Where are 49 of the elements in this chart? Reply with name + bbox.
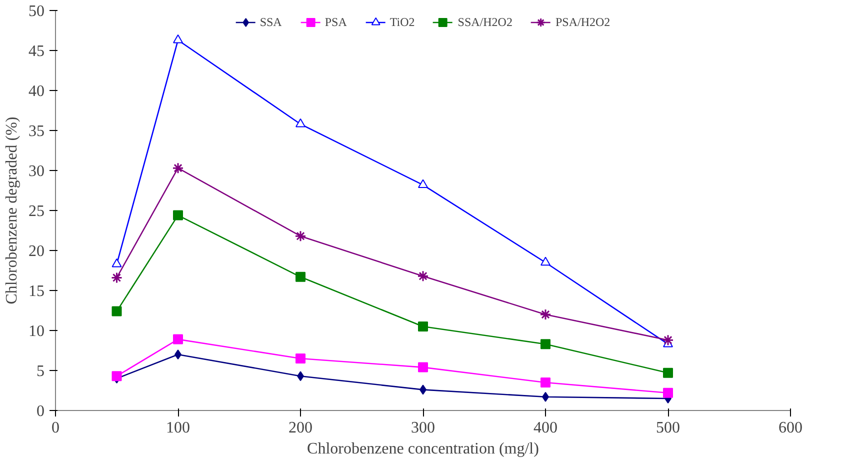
point xyxy=(296,354,306,364)
point xyxy=(296,118,306,128)
legend-label: SSA/H2O2 xyxy=(458,14,512,30)
y-tick-label: 50 xyxy=(28,3,44,20)
point xyxy=(174,350,182,360)
point xyxy=(540,339,550,350)
point xyxy=(173,34,183,44)
point xyxy=(417,270,429,282)
x-tick-label: 100 xyxy=(166,420,190,436)
y-tick-label: 40 xyxy=(28,83,44,100)
point xyxy=(418,179,428,188)
point xyxy=(662,334,674,346)
point xyxy=(418,322,428,332)
y-tick-label: 25 xyxy=(28,203,44,220)
point xyxy=(173,334,183,344)
point xyxy=(111,272,122,284)
y-tick-label: 35 xyxy=(28,123,44,140)
x-tick-label: 500 xyxy=(656,420,680,436)
y-axis-title: Chlorobenzene degraded (%) xyxy=(4,116,20,304)
point xyxy=(663,368,673,378)
y-tick-label: 30 xyxy=(28,163,44,180)
point xyxy=(663,388,673,398)
x-tick-label: 600 xyxy=(778,420,802,436)
legend-label: PSA/H2O2 xyxy=(555,14,610,30)
x-tick-label: 400 xyxy=(534,420,558,436)
point xyxy=(540,378,550,388)
point xyxy=(112,258,122,268)
y-tick-label: 0 xyxy=(36,403,44,420)
y-tick-label: 10 xyxy=(28,323,44,340)
point xyxy=(296,272,306,282)
x-tick-label: 0 xyxy=(52,420,60,436)
point xyxy=(540,308,552,320)
point xyxy=(173,210,183,220)
point xyxy=(172,162,184,174)
y-tick-label: 45 xyxy=(28,43,44,60)
legend-label: PSA xyxy=(324,14,347,30)
point xyxy=(294,230,306,242)
legend-label: TiO2 xyxy=(390,14,415,30)
x-tick-label: 200 xyxy=(288,420,312,436)
y-tick-label: 20 xyxy=(28,243,44,260)
y-tick-label: 5 xyxy=(36,363,44,380)
point xyxy=(112,306,122,316)
x-tick-label: 300 xyxy=(411,420,435,436)
point xyxy=(418,362,428,372)
point xyxy=(540,256,550,266)
y-tick-label: 15 xyxy=(28,283,44,300)
x-axis-title: Chlorobenzene concentration (mg/l) xyxy=(307,440,539,458)
point xyxy=(112,371,122,382)
legend-label: SSA xyxy=(260,14,282,30)
